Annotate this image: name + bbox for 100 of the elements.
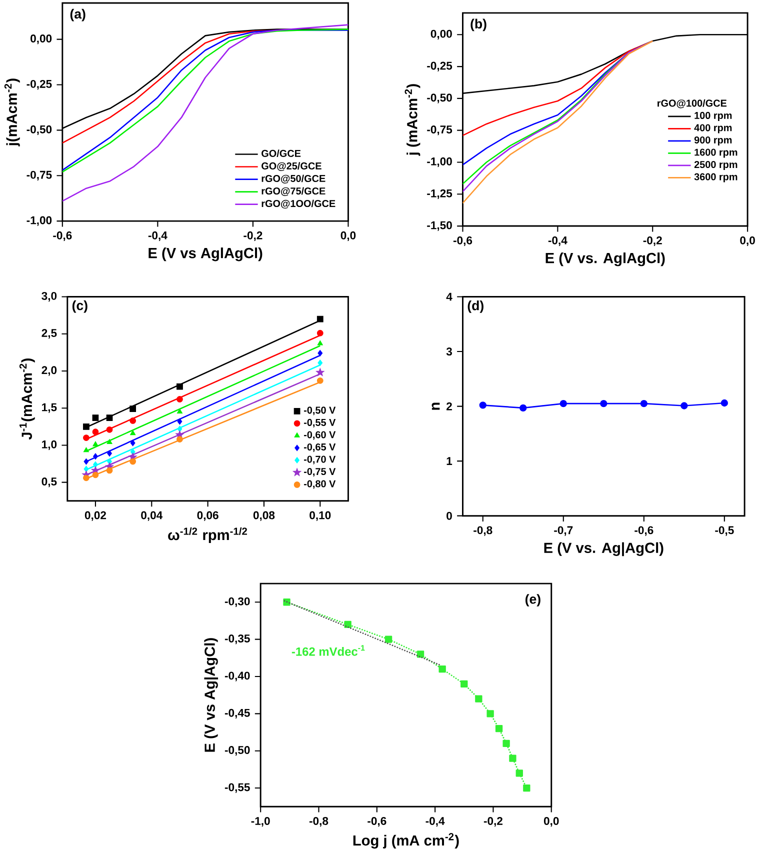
annotation: -162 mVdec$^{-1}$	[292, 645, 365, 656]
legend-label: rGO@75/GCE	[262, 187, 326, 196]
legend-label: rGO@1OO/GCE	[262, 200, 336, 209]
y-tick-label: 0,5	[42, 478, 57, 488]
point	[460, 680, 468, 688]
legend-label: -0,80 V	[304, 480, 336, 489]
point	[92, 428, 99, 436]
y-tick-label: 0	[446, 512, 452, 520]
y-tick-label: 2,0	[42, 366, 57, 376]
point	[84, 458, 89, 465]
text: (e)	[526, 594, 540, 606]
y-tick-label: 1,5	[42, 403, 57, 413]
point	[318, 360, 323, 366]
y-axis-title: j(mAcm$^{-2}$)	[4, 78, 20, 146]
x-axis-title: Log j (mA cm$^{-2}$)	[353, 833, 459, 849]
y-tick-label: 3,0	[42, 292, 57, 302]
y-tick-label: 0,00	[30, 34, 52, 44]
point	[523, 784, 530, 792]
point	[177, 418, 182, 425]
legend-title: rGO@100/GCE	[658, 99, 727, 108]
point	[316, 368, 324, 376]
legend-label: rGO@50/GCE	[262, 174, 326, 184]
x-tick-label: -0,2	[643, 236, 662, 246]
x-tick-label: 0,0	[340, 231, 356, 242]
point	[92, 414, 99, 421]
x-tick-label: -0,6	[454, 236, 472, 246]
x-tick-label: -0,6	[368, 816, 386, 827]
y-axis-title: n	[432, 402, 440, 410]
chart-title: (c)	[72, 300, 88, 313]
point	[344, 620, 352, 628]
legend-label: 100 rpm	[694, 112, 732, 121]
x-tick-label: -0,6	[634, 526, 654, 536]
y-tick-label: 2	[446, 402, 452, 410]
chart-title: (a)	[70, 8, 86, 22]
y-tick-label: -0,40	[225, 672, 250, 682]
point	[509, 754, 516, 762]
x-axis-title: E (V vs. AglAgCl)	[546, 252, 665, 266]
x-tick-label: -0,2	[484, 816, 503, 827]
point	[130, 440, 136, 446]
y-tick-label: -0,50	[26, 125, 52, 136]
y-tick-label: 3	[446, 348, 452, 356]
legend-label: GO@25/GCE	[262, 162, 322, 171]
y-tick-label: -0,30	[225, 597, 250, 607]
point	[317, 340, 324, 346]
x-tick-label: -0,6	[53, 231, 72, 242]
point	[318, 350, 323, 356]
point	[317, 377, 324, 384]
legend-label: 900 rpm	[694, 136, 732, 146]
legend-label: -0,65 V	[304, 443, 336, 452]
x-tick-label: 0,0	[740, 236, 756, 246]
legend-label: -0,60 V	[304, 431, 336, 440]
y-axis-title: j (mAcm$^{-2}$)	[404, 84, 420, 156]
point	[317, 316, 324, 322]
y-tick-label: -0,55	[225, 783, 250, 793]
y-tick-label: 1,0	[42, 440, 57, 450]
x-axis-title: E (V vs AglAgCl)	[148, 248, 262, 262]
x-tick-label: 0,0	[544, 816, 559, 827]
legend-label: 1600 rpm	[694, 148, 738, 158]
y-tick-label: -0,45	[225, 708, 250, 718]
y-tick-label: -0,50	[225, 746, 250, 756]
point	[516, 770, 524, 777]
point	[417, 650, 424, 658]
x-tick-label: 0,02	[85, 511, 106, 521]
point	[502, 740, 510, 748]
point	[317, 330, 324, 336]
y-tick-label: -1,25	[427, 189, 452, 199]
y-tick-label: -0,35	[225, 634, 250, 644]
x-tick-label: -0,7	[554, 526, 573, 536]
x-axis-title: E (V vs. Ag|AgCl)	[544, 542, 664, 556]
x-tick-label: -0,8	[310, 816, 328, 827]
chart-title: (d)	[468, 300, 484, 313]
point	[107, 450, 112, 457]
point	[177, 408, 183, 414]
point	[385, 636, 392, 643]
point	[83, 423, 90, 430]
y-tick-label: 0,00	[430, 30, 452, 40]
y-axis-title: E (V vs Ag|AgCl)	[204, 638, 218, 752]
x-tick-label: 0,08	[254, 511, 275, 521]
y-tick-label: 2,5	[42, 329, 57, 339]
x-tick-label: -0,8	[474, 526, 492, 536]
y-tick-label: -0,50	[427, 94, 452, 104]
legend-label: -0,50 V	[304, 406, 336, 416]
point	[475, 695, 482, 702]
y-axis-title: J$^{-1}$(mAcm$^{-2}$)	[20, 358, 35, 440]
point	[496, 724, 503, 732]
x-tick-label: 0,10	[310, 511, 331, 521]
legend-label: 2500 rpm	[694, 160, 738, 170]
x-axis-title: ω$^{-1/2}$ rpm$^{-1/2}$	[168, 527, 248, 544]
x-tick-label: -1,0	[251, 816, 270, 827]
x-tick-label: 0,06	[197, 511, 218, 521]
point	[438, 665, 446, 673]
x-tick-label: -0,2	[244, 231, 262, 242]
y-tick-label: 4	[446, 292, 452, 301]
y-tick-label: -1,50	[427, 221, 452, 231]
y-tick-label: -1,00	[26, 216, 52, 226]
y-tick-label: -1,00	[427, 157, 452, 168]
legend-label: -0,70 V	[304, 456, 336, 464]
x-tick-label: -0,5	[715, 526, 734, 536]
legend-label: -0,75 V	[304, 468, 336, 476]
x-tick-label: -0,4	[548, 236, 568, 246]
